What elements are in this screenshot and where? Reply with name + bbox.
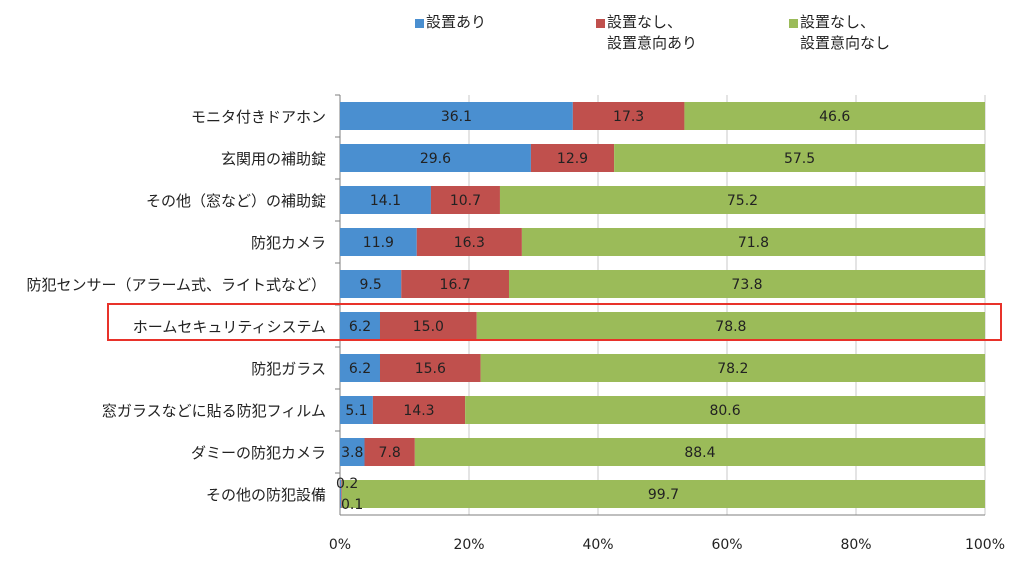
bar-installed	[340, 480, 342, 508]
bar-installed	[340, 438, 365, 466]
bar-not-installed-intend	[401, 270, 509, 298]
data-label: 0.1	[341, 497, 363, 513]
data-label: 14.3	[403, 403, 434, 419]
bar-not-installed-intend	[379, 354, 481, 382]
data-label: 88.4	[684, 445, 715, 461]
category-label: ホームセキュリティシステム	[133, 318, 326, 336]
legend-label-installed: 設置あり	[426, 13, 487, 31]
data-label: 15.0	[413, 319, 444, 335]
data-label: 57.5	[784, 151, 815, 167]
bar-not-installed-intend	[572, 102, 685, 130]
x-tick-label: 20%	[453, 537, 484, 553]
category-label: その他の防犯設備	[206, 486, 326, 504]
x-tick-label: 40%	[582, 537, 613, 553]
data-label: 17.3	[613, 109, 644, 125]
bar-installed	[340, 396, 373, 424]
data-label: 16.7	[440, 277, 471, 293]
data-label: 78.2	[717, 361, 748, 377]
data-label: 36.1	[441, 109, 472, 125]
bar-not-installed-intend	[372, 396, 466, 424]
bar-installed	[340, 270, 402, 298]
bar-not-installed-no-intend	[684, 102, 985, 130]
bar-not-installed-no-intend	[341, 480, 985, 508]
data-label: 16.3	[454, 235, 485, 251]
category-label: モニタ付きドアホン	[191, 108, 326, 126]
data-label: 9.5	[360, 277, 382, 293]
data-label: 12.9	[557, 151, 588, 167]
bar-not-installed-no-intend	[521, 228, 985, 256]
category-label: 玄関用の補助錠	[221, 150, 326, 168]
bar-not-installed-no-intend	[465, 396, 985, 424]
bar-installed	[340, 312, 380, 340]
data-label: 7.8	[379, 445, 401, 461]
bar-not-installed-no-intend	[480, 354, 985, 382]
data-label: 5.1	[345, 403, 367, 419]
bar-installed	[340, 102, 573, 130]
x-tick-label: 60%	[711, 537, 742, 553]
bar-not-installed-no-intend	[614, 144, 985, 172]
bar-not-installed-intend	[416, 228, 522, 256]
bar-installed	[340, 144, 531, 172]
bar-not-installed-intend	[341, 480, 342, 508]
bar-not-installed-intend	[379, 312, 477, 340]
data-label: 29.6	[420, 151, 451, 167]
data-label: 6.2	[349, 319, 371, 335]
data-label: 75.2	[727, 193, 758, 209]
bar-not-installed-no-intend	[508, 270, 985, 298]
category-label: 窓ガラスなどに貼る防犯フィルム	[102, 402, 326, 420]
x-tick-label: 100%	[965, 537, 1005, 553]
data-label: 46.6	[819, 109, 850, 125]
data-label: 71.8	[738, 235, 769, 251]
data-label: 73.8	[731, 277, 762, 293]
data-label: 3.8	[341, 445, 363, 461]
data-label: 78.8	[715, 319, 746, 335]
bar-installed	[340, 354, 380, 382]
bar-not-installed-intend	[364, 438, 415, 466]
category-label: 防犯ガラス	[251, 360, 326, 378]
data-label: 11.9	[363, 235, 394, 251]
bar-not-installed-no-intend	[499, 186, 985, 214]
data-label: 14.1	[370, 193, 401, 209]
legend-swatch-not-installed-intend	[596, 19, 605, 28]
bar-not-installed-intend	[530, 144, 615, 172]
data-label: 6.2	[349, 361, 371, 377]
legend-swatch-installed	[415, 19, 424, 28]
category-label: その他（窓など）の補助錠	[146, 192, 326, 210]
bar-installed	[340, 228, 417, 256]
data-label: 80.6	[709, 403, 740, 419]
data-label: 99.7	[648, 487, 679, 503]
x-tick-label: 0%	[329, 537, 351, 553]
bar-not-installed-intend	[430, 186, 500, 214]
bar-not-installed-no-intend	[414, 438, 985, 466]
bar-installed	[340, 186, 431, 214]
legend-swatch-not-installed-no-intend	[789, 19, 798, 28]
x-tick-label: 80%	[840, 537, 871, 553]
data-label: 10.7	[450, 193, 481, 209]
category-label: 防犯カメラ	[251, 234, 326, 252]
bar-not-installed-no-intend	[476, 312, 985, 340]
category-label: ダミーの防犯カメラ	[191, 444, 326, 462]
category-label: 防犯センサー（アラーム式、ライト式など）	[26, 276, 326, 294]
legend-label-not-installed-no-intend: 設置なし、 設置意向なし	[800, 13, 891, 52]
data-label: 15.6	[415, 361, 446, 377]
data-label: 0.2	[336, 476, 358, 492]
legend-label-not-installed-intend: 設置なし、 設置意向あり	[607, 13, 698, 52]
highlight-box	[107, 303, 1002, 341]
